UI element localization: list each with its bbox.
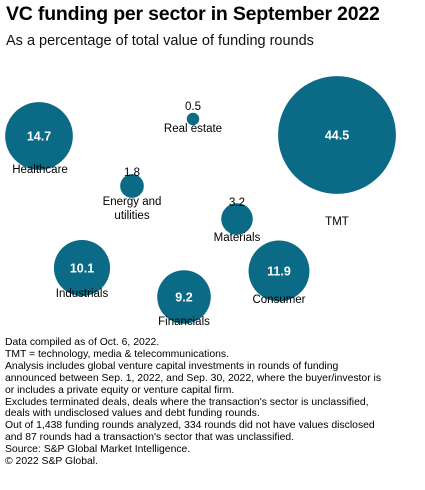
bubble [221, 203, 253, 235]
category-label: Materials [214, 232, 261, 244]
category-label: Financials [158, 316, 210, 328]
data-label: 3.2 [229, 197, 245, 209]
footnote-line: Source: S&P Global Market Intelligence. [5, 444, 191, 456]
footnote-line: or includes a private equity or venture … [5, 384, 235, 396]
footnote-line: Out of 1,438 funding rounds analyzed, 33… [5, 420, 375, 432]
data-label: 10.1 [70, 262, 94, 276]
bubble [248, 240, 310, 302]
category-label: utilities [114, 210, 149, 222]
data-label: 14.7 [27, 130, 51, 144]
bubble-chart: 14.7 Healthcare 0.5 Real estate 44.5 TMT 1.8 En… [5, 76, 396, 328]
category-label: Industrials [56, 288, 109, 300]
footnotes: Data compiled as of Oct. 6, 2022. TMT = … [5, 337, 421, 468]
footnote-line: Excludes terminated deals, deals where t… [5, 396, 369, 408]
data-label: 11.9 [267, 265, 291, 279]
footnote-line: announced between Sep. 1, 2022, and Sep.… [5, 372, 382, 384]
category-label: Energy and [103, 196, 162, 208]
bubble [157, 270, 211, 324]
data-label: 0.5 [185, 101, 201, 113]
footnote-line: Analysis includes global venture capital… [5, 360, 339, 372]
footnote-line: Data compiled as of Oct. 6, 2022. [5, 337, 160, 348]
footnote-line: and 87 rounds had a transaction's sector… [5, 432, 295, 444]
bubble [5, 102, 73, 170]
category-label: Consumer [252, 294, 305, 306]
data-label: 1.8 [124, 167, 140, 179]
category-label: Healthcare [12, 164, 68, 176]
data-label: 9.2 [175, 291, 192, 305]
bubble [278, 76, 396, 194]
footnote-line: © 2022 S&P Global. [5, 456, 98, 468]
footnote-line: deals with undisclosed values and debt f… [5, 408, 260, 420]
chart-subtitle: As a percentage of total value of fundin… [6, 33, 314, 49]
chart-title: VC funding per sector in September 2022 [6, 3, 380, 25]
bubble [186, 112, 200, 126]
category-label: Real estate [164, 123, 222, 135]
footnote-line: TMT = technology, media & telecommunicat… [5, 348, 229, 360]
bubble [120, 174, 144, 198]
bubble [53, 239, 111, 297]
data-label: 44.5 [325, 129, 349, 143]
category-label: TMT [325, 216, 349, 228]
